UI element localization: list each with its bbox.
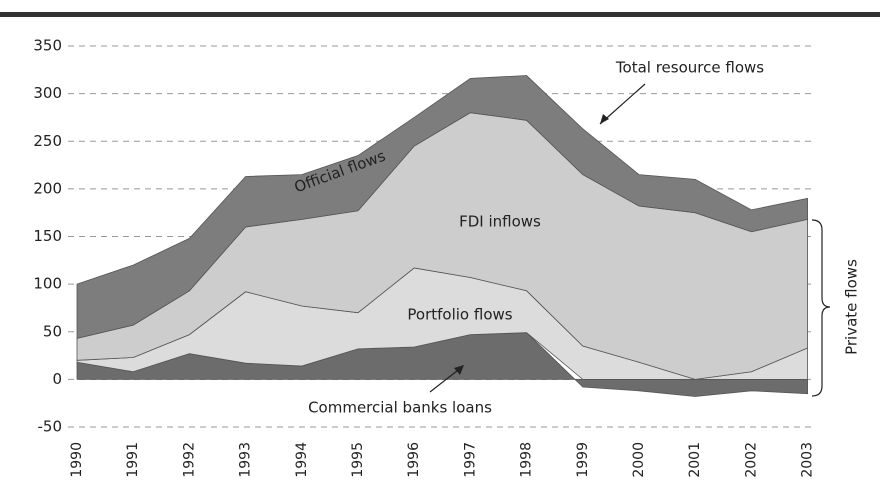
x-tick-label: 1993 <box>238 442 254 478</box>
y-tick-label: 50 <box>43 322 62 340</box>
y-tick-label: -50 <box>38 418 63 436</box>
series-label: Portfolio flows <box>407 306 512 324</box>
series-label: FDI inflows <box>459 213 541 231</box>
x-tick-label: 1999 <box>575 442 591 478</box>
x-tick-label: 1995 <box>350 442 366 478</box>
annotation: Total resource flows <box>615 59 764 77</box>
y-tick-label: 300 <box>33 84 62 102</box>
x-tick-label: 1992 <box>181 442 197 478</box>
x-tick-label: 2000 <box>631 442 647 478</box>
areas <box>76 75 808 397</box>
y-tick-label: 200 <box>33 179 62 197</box>
x-tick-label: 1994 <box>294 442 310 478</box>
area <box>76 75 808 339</box>
series-label: Commercial banks loans <box>308 399 492 417</box>
x-tick-label: 1990 <box>69 442 85 478</box>
y-tick-label: 100 <box>33 275 62 293</box>
top-rule <box>0 12 880 17</box>
arrow <box>429 366 463 393</box>
x-tick-label: 2002 <box>743 442 759 478</box>
arrowhead <box>454 365 464 375</box>
x-tick-label: 2001 <box>687 442 703 478</box>
x-tick-label: 1997 <box>462 442 478 478</box>
labels: -50 0 50 100 150 200 250 300 350 1990 1991 1992 1993… <box>33 37 860 478</box>
arrowhead <box>600 114 609 124</box>
x-tick-label: 1996 <box>406 442 422 478</box>
y-tick-label: 250 <box>33 132 62 150</box>
annotation: Private flows <box>843 259 861 355</box>
bracket <box>811 219 831 397</box>
x-tick-label: 2003 <box>800 442 816 478</box>
y-tick-label: 150 <box>33 227 62 245</box>
y-tick-label: 0 <box>52 370 62 388</box>
x-tick-label: 1991 <box>125 442 141 478</box>
x-tick-label: 1998 <box>519 442 535 478</box>
y-tick-label: 350 <box>33 37 62 55</box>
arrow <box>599 83 646 125</box>
